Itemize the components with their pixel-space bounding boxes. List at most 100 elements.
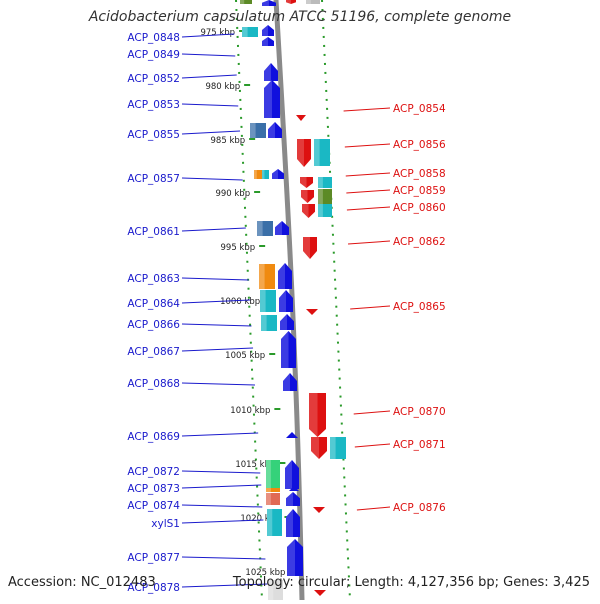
left-gene-label: ACP_0852: [127, 73, 180, 85]
left-label-leader: [181, 103, 239, 107]
right-label-leader: [346, 189, 391, 194]
genome-backbone: [273, 0, 305, 601]
gene-forward: [264, 80, 280, 118]
left-gene-label: ACP_0869: [127, 431, 180, 443]
gene-block: [266, 460, 280, 488]
left-gene-label: ACP_0849: [127, 49, 180, 61]
gene-reverse-small: [306, 309, 318, 315]
left-gene-label: ACP_0872: [127, 466, 180, 478]
right-gene-label: ACP_0862: [393, 236, 446, 248]
right-label-leader: [346, 206, 391, 211]
left-gene-label: ACP_0866: [127, 319, 180, 331]
left-gene-label: ACP_0877: [127, 552, 180, 564]
right-gene-label: ACP_0854: [393, 103, 446, 115]
left-gene-label: ACP_0867: [127, 346, 180, 358]
scale-ticks: 975 kbp 980 kbp 985 kbp 990 kbp 995 kbp 1000 …: [200, 28, 296, 578]
right-gene-label: ACP_0859: [393, 185, 446, 197]
right-label-leader: [356, 506, 391, 511]
gene-forward: [264, 63, 278, 81]
gene-forward: [278, 263, 292, 289]
gene-forward: [287, 539, 303, 576]
left-gene-label: ACP_0878: [127, 582, 180, 594]
scale-tick-label: 995 kbp: [221, 243, 256, 253]
right-gene-label: ACP_0856: [393, 139, 446, 151]
gene-forward: [272, 169, 284, 179]
scale-tick-label: 980 kbp: [205, 82, 240, 92]
gene-forward: [285, 460, 299, 489]
gene-block: [267, 509, 282, 536]
gene-block: [259, 264, 275, 289]
gene-block: [260, 290, 276, 312]
left-gene-label: ACP_0857: [127, 173, 180, 185]
left-label-leader: [181, 177, 243, 181]
left-label-leader: [181, 504, 263, 508]
scale-tick-label: 975 kbp: [200, 28, 235, 38]
left-gene-label: ACP_0868: [127, 378, 180, 390]
gene-block: [254, 170, 262, 179]
gene-block: [257, 221, 273, 236]
scale-tick-label: 985 kbp: [211, 136, 246, 146]
right-label-leader: [350, 305, 391, 310]
track-guide-line: [235, 0, 263, 601]
gene-reverse: [302, 204, 315, 218]
gene-forward-small: [286, 432, 298, 438]
gene-forward: [262, 0, 276, 6]
gene-reverse-small: [313, 507, 325, 513]
left-gene-label: xylS1: [151, 518, 180, 530]
left-label-leader: [181, 323, 252, 327]
gene-forward-small: [289, 486, 299, 491]
right-gene-label: ACP_0871: [393, 439, 446, 451]
accession-text: Accession: NC_012483: [8, 575, 156, 590]
gene-block: [306, 0, 320, 4]
left-gene-label: ACP_0855: [127, 129, 180, 141]
gene-block: [266, 488, 280, 492]
gene-block: [318, 177, 332, 188]
left-gene-label: ACP_0853: [127, 99, 180, 111]
gene-reverse-small: [296, 115, 306, 121]
right-label-leader: [345, 172, 391, 177]
gene-reverse: [301, 190, 314, 203]
gene-reverse: [300, 177, 313, 188]
left-label-leader: [181, 277, 249, 281]
scale-tick-label: 1020 kbp: [240, 514, 280, 524]
left-label-leader: [181, 130, 241, 135]
gene-block: [250, 123, 266, 138]
left-label-leader: [181, 33, 235, 38]
right-label-leader: [343, 107, 391, 112]
scale-tick-label: 1010 kbp: [230, 406, 270, 416]
left-label-leader: [181, 74, 237, 79]
gene-reverse: [303, 237, 317, 259]
gene-block: [261, 315, 277, 331]
right-label-leader: [347, 240, 391, 245]
right-label-leader: [354, 443, 391, 448]
right-gene-label: ACP_0876: [393, 502, 446, 514]
gene-forward: [286, 492, 300, 506]
left-label-leader: [181, 432, 259, 437]
map-title: Acidobacterium capsulatum ATCC 51196, co…: [88, 9, 512, 25]
gene-forward: [286, 509, 300, 537]
left-label-leader: [181, 519, 264, 524]
gene-forward: [262, 25, 274, 36]
gene-block: [318, 204, 332, 217]
scale-tick-label: 1000 kbp: [220, 297, 260, 307]
gene-block: [314, 139, 330, 166]
gene-forward: [280, 314, 294, 330]
right-gene-label: ACP_0858: [393, 168, 446, 180]
left-label-leader: [181, 556, 266, 560]
left-label-leader: [181, 347, 254, 352]
gene-block: [240, 0, 252, 4]
gene-reverse: [286, 0, 296, 4]
left-gene-label: ACP_0861: [127, 226, 180, 238]
gene-features: [240, 0, 346, 600]
right-label-leader: [353, 410, 391, 415]
left-label-leader: [181, 470, 261, 474]
right-gene-label: ACP_0860: [393, 202, 446, 214]
left-label-leader: [181, 299, 251, 304]
scale-tick-label: 1015 kbp: [235, 460, 275, 470]
left-gene-label: ACP_0863: [127, 273, 180, 285]
gene-block: [262, 170, 269, 179]
scale-tick-label: 1005 kbp: [225, 351, 265, 361]
gene-block: [268, 580, 283, 600]
